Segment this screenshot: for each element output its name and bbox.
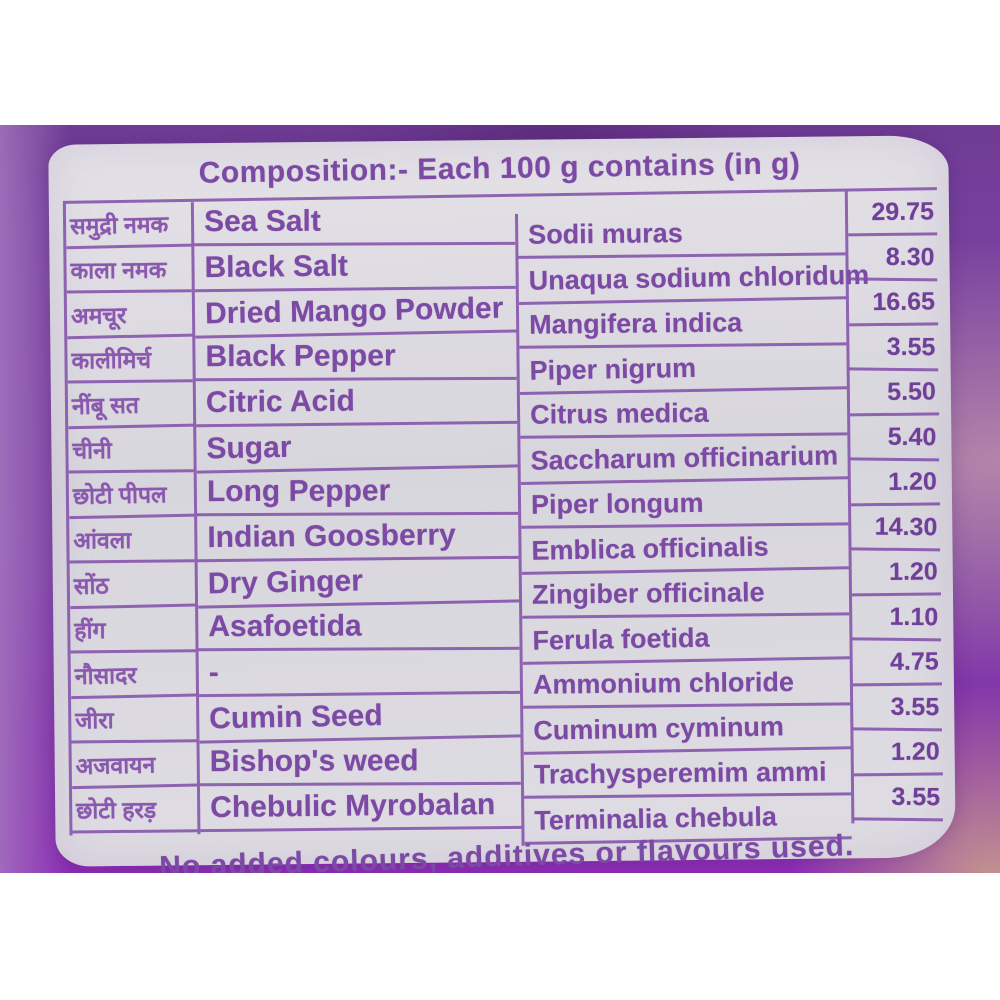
english-cell: Chebulic Myrobalan xyxy=(199,783,522,833)
english-cell: Black Salt xyxy=(194,243,516,293)
hindi-cell: अजवायन xyxy=(71,741,198,790)
latin-cell: Piper longum xyxy=(520,480,849,529)
composition-table: समुद्री नमक काला नमक अमचूर कालीमिर्च नींबू स… xyxy=(62,190,944,846)
value-cell: 1.10 xyxy=(852,595,942,642)
composition-title: Composition:- Each 100 g contains (in g) xyxy=(62,137,937,204)
value-cell: 29.75 xyxy=(847,190,938,237)
hindi-cell: नींबू सत xyxy=(67,381,194,430)
hindi-cell: छोटी पीपल xyxy=(68,471,195,520)
latin-cell: Mangifera indica xyxy=(518,300,847,349)
english-cell: Asafoetida xyxy=(198,604,520,652)
latin-cell: Citrus medica xyxy=(519,390,848,439)
english-cell: Dry Ginger xyxy=(197,557,520,609)
latin-cell: Zingiber officinale xyxy=(521,570,850,619)
hindi-cell: छोटी हरड़ xyxy=(71,787,198,834)
value-cell: 5.50 xyxy=(849,370,940,417)
hindi-cell: अमचूर xyxy=(66,291,193,340)
value-cell: 3.55 xyxy=(849,325,939,372)
hindi-cell: कालीमिर्च xyxy=(67,337,193,384)
hindi-cell: आंवला xyxy=(69,517,195,564)
latin-cell: Sodii muras xyxy=(517,210,846,259)
column-latin-names: Sodii muras Unaqua sodium chloridum Mangif… xyxy=(514,210,869,846)
value-cell: 1.20 xyxy=(853,730,943,777)
hindi-cell: नौसादर xyxy=(70,651,197,700)
hindi-cell: समुद्री नमक xyxy=(65,201,192,250)
hindi-cell: हींग xyxy=(70,607,196,654)
hindi-cell: सोंठ xyxy=(69,561,196,610)
latin-cell: Piper nigrum xyxy=(519,344,848,395)
value-cell: 3.55 xyxy=(853,775,944,822)
english-cell: Long Pepper xyxy=(196,469,519,517)
package-photo: Composition:- Each 100 g contains (in g)… xyxy=(0,125,1000,873)
value-cell: 8.30 xyxy=(848,235,938,282)
value-cell: 5.40 xyxy=(850,415,940,462)
english-cell: Bishop's weed xyxy=(199,739,521,787)
value-cell: 4.75 xyxy=(852,640,942,687)
english-cell: Indian Goosberry xyxy=(197,513,519,563)
column-hindi-names: समुद्री नमक काला नमक अमचूर कालीमिर्च नींबू स… xyxy=(62,201,198,836)
value-cell: 1.20 xyxy=(850,460,941,507)
latin-cell: Emblica officinalis xyxy=(521,524,849,575)
latin-cell: Trachysperemim ammi xyxy=(523,750,852,799)
english-cell: Sea Salt xyxy=(193,199,516,247)
english-cell: Black Pepper xyxy=(195,334,517,382)
english-cell: - xyxy=(198,648,521,698)
latin-cell: Unaqua sodium chloridum xyxy=(518,254,869,305)
value-cell: 1.20 xyxy=(851,550,942,597)
latin-cell: Saccharum officinarium xyxy=(520,434,848,485)
english-cell: Dried Mango Powder xyxy=(194,287,517,339)
value-cell: 3.55 xyxy=(852,685,943,732)
latin-cell: Ferula foetida xyxy=(522,614,850,665)
value-cell: 16.65 xyxy=(848,280,939,327)
hindi-cell: जीरा xyxy=(71,697,197,744)
english-cell: Sugar xyxy=(196,422,518,474)
composition-label: Composition:- Each 100 g contains (in g)… xyxy=(48,135,956,873)
column-amounts: 29.75 8.30 16.65 3.55 5.50 5.40 1.20 14.30 1.20 1… xyxy=(844,190,944,824)
latin-cell: Ammonium chloride xyxy=(522,660,851,709)
value-cell: 14.30 xyxy=(851,505,941,552)
column-english-names: Sea Salt Black Salt Dried Mango Powder Blac… xyxy=(190,198,522,835)
english-cell: Citric Acid xyxy=(195,378,518,428)
english-cell: Cumin Seed xyxy=(198,692,521,744)
hindi-cell: चीनी xyxy=(68,427,194,474)
hindi-cell: काला नमक xyxy=(66,247,192,294)
latin-cell: Cuminum cyminum xyxy=(523,704,851,755)
